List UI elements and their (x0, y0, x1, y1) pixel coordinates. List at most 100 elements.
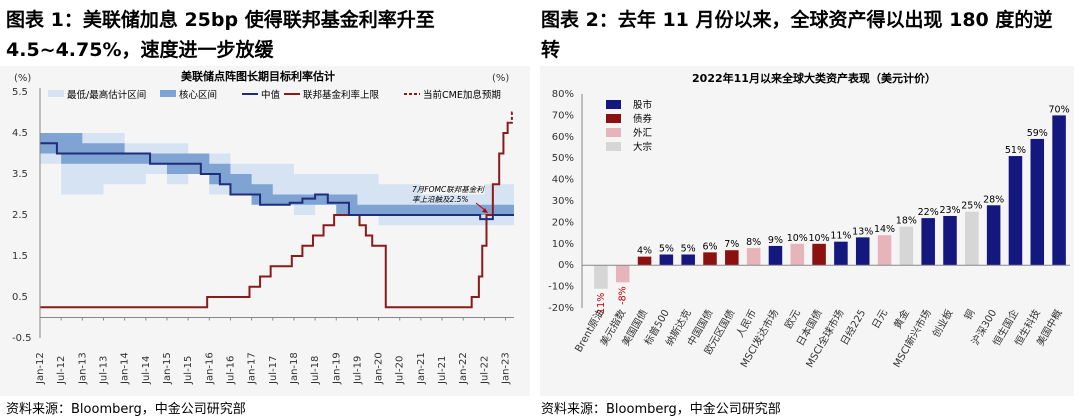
x-tick-label: Jul-19 (352, 356, 363, 385)
x-tick-label: Jul-22 (479, 356, 490, 385)
line-cme-expectation (509, 111, 514, 124)
chart2-heading: 图表 2：去年 11 月份以来，全球资产得以出现 180 度的逆转 (541, 9, 1053, 61)
bar-value-label: 28% (983, 194, 1004, 205)
bar (943, 215, 957, 266)
annotation-line-1: 7月FOMC联邦基金利 (412, 185, 485, 194)
y-tick-label: 4.5 (12, 128, 28, 139)
y-tick-label: 20% (552, 217, 574, 228)
annotation-arrowhead (482, 208, 488, 213)
x-tick-label: Jul-20 (395, 356, 406, 385)
chart1-plot (40, 111, 514, 309)
legend-label: 当前CME加息预期 (423, 89, 501, 101)
bar (877, 235, 892, 266)
bar (1008, 156, 1023, 266)
chart2-svg: 2022年11月以来全球大类资产表现（美元计价） -11%Brent原油-8%美… (540, 66, 1074, 396)
x-tick-label: Jan-22 (458, 352, 469, 385)
bar-value-label: 51% (1005, 145, 1026, 156)
bar (681, 254, 695, 266)
chart2-y-axis: 80% 70% 60% 50% 40% 30% 20% 10% 0% -10% -20% (548, 89, 1070, 314)
y-tick-label: 50% (552, 153, 574, 164)
chart2-background (540, 66, 1074, 396)
chart2-source: 资料来源：Bloomberg，中金公司研究部 (541, 402, 781, 417)
legend-label: 联邦基金利率上限 (303, 89, 380, 101)
x-tick-label: Jul-17 (268, 356, 279, 385)
legend-swatch (48, 90, 64, 97)
legend-swatch (606, 142, 621, 151)
y-tick-label: 3.5 (12, 169, 28, 180)
bar-value-label: 23% (939, 205, 960, 216)
legend-label: 最低/最高估计区间 (67, 89, 146, 101)
legend-label: 核心区间 (179, 89, 217, 101)
chart1-background (0, 66, 530, 396)
legend-swatch (606, 128, 621, 137)
x-tick-label: Jan-16 (204, 352, 215, 385)
bar-value-label: 18% (896, 216, 917, 227)
legend-label: 股市 (633, 99, 653, 111)
chart1-source: 资料来源：Bloomberg，中金公司研究部 (6, 402, 246, 417)
bar (637, 256, 652, 266)
x-tick-label: Jan-13 (77, 352, 88, 385)
bar-value-label: 6% (702, 241, 717, 252)
bar-value-label: 25% (961, 201, 982, 212)
legend-swatch (606, 100, 621, 109)
chart1-legend: 最低/最高估计区间 核心区间 中值 联邦基金利率上限 当前CME加息预期 (48, 89, 501, 101)
chart1-heading: 图表 1：美联储加息 25bp 使得联邦基金利率升至 4.5~4.75%，速度进… (6, 9, 435, 61)
x-tick-label: Jul-15 (183, 356, 194, 385)
bar-value-label: 14% (874, 224, 895, 235)
bar (899, 226, 914, 266)
y-tick-label: 30% (552, 196, 574, 207)
y-tick-label: 0.5 (12, 292, 28, 303)
bar (725, 250, 739, 266)
bar-value-label: 7% (724, 239, 739, 250)
bar (615, 265, 630, 283)
bar (855, 237, 870, 266)
annotation-line-2: 率上沿触及2.5% (412, 195, 469, 204)
bar-value-label: -11% (596, 293, 607, 318)
bar-value-label: 4% (637, 246, 652, 257)
x-tick-label: Jul-16 (225, 356, 236, 385)
bar (746, 248, 761, 266)
bar-value-label: 5% (659, 244, 674, 255)
x-tick-label: Jan-14 (120, 352, 131, 385)
bar-value-label: -8% (618, 286, 629, 305)
y-tick-label: 5.5 (12, 87, 28, 98)
y-tick-label: 0% (558, 260, 574, 271)
x-tick-label: Jan-21 (416, 352, 427, 385)
bar (790, 243, 805, 266)
bar (1052, 115, 1066, 266)
legend-label: 中值 (261, 89, 281, 101)
legend-label: 外汇 (633, 127, 653, 139)
chart1-y-axis: 5.5 4.5 3.5 2.5 1.5 0.5 -0.5 (12, 87, 41, 344)
legend-label: 大宗 (633, 141, 652, 153)
chart2-title: 2022年11月以来全球大类资产表现（美元计价） (692, 71, 936, 85)
band-core (40, 133, 514, 215)
bar (812, 243, 826, 266)
x-tick-label: Jul-13 (98, 356, 109, 385)
bar-value-label: 10% (787, 233, 808, 244)
y-tick-label: 70% (552, 110, 574, 121)
bar-value-label: 10% (809, 233, 830, 244)
bar (1030, 138, 1045, 266)
legend-swatch (160, 90, 176, 97)
bar-value-label: 22% (918, 207, 939, 218)
x-tick-label: Jul-12 (56, 356, 67, 385)
x-tick-label: Jan-17 (247, 352, 258, 385)
x-tick-label: Jan-23 (501, 352, 512, 385)
bar (921, 218, 935, 266)
legend-label: 债券 (633, 113, 653, 125)
chart1-svg: 美联储点阵图长期目标利率估计 (%) (%) 最低/最高估计区间 核心区间 中值 联邦… (0, 66, 530, 396)
y-tick-label: 1.5 (12, 251, 28, 262)
bar (986, 205, 1001, 266)
x-tick-label: Jan-20 (374, 352, 385, 385)
y-tick-label: 80% (552, 89, 574, 100)
x-tick-label: Jul-14 (141, 356, 152, 385)
bar-value-label: 13% (852, 226, 873, 237)
bar (834, 241, 848, 266)
bar (659, 254, 674, 266)
bar-value-label: 5% (681, 244, 696, 255)
x-tick-label: Jan-15 (162, 352, 173, 385)
y-tick-label: 60% (552, 132, 574, 143)
bar-value-label: 8% (746, 237, 761, 248)
line-fed-funds-upper (40, 121, 510, 309)
